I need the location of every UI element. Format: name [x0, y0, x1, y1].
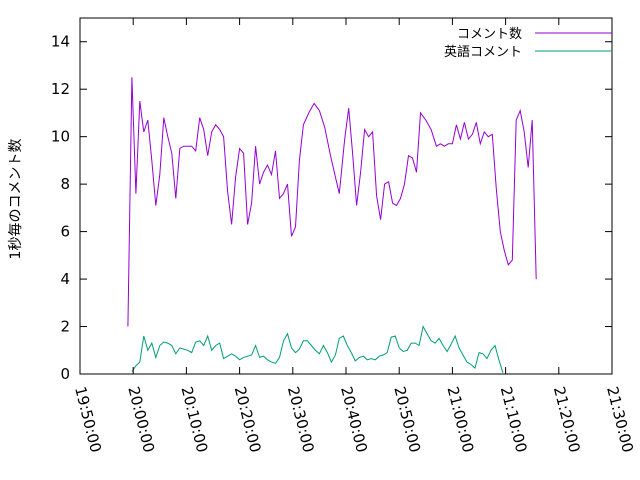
plot-frame — [79, 17, 613, 375]
x-tick-label: 20:30:00 — [284, 385, 318, 455]
y-tick-label: 10 — [51, 128, 70, 146]
x-tick-label: 21:00:00 — [444, 385, 478, 455]
series-line-2 — [131, 325, 504, 373]
y-tick-label: 2 — [60, 318, 70, 336]
series-line-1 — [127, 77, 537, 327]
x-tick-label: 21:30:00 — [603, 385, 637, 455]
legend-label-1: コメント数 — [457, 27, 522, 42]
x-tick-label: 21:10:00 — [497, 385, 531, 455]
x-tick-label: 21:20:00 — [550, 385, 584, 455]
y-tick-label: 12 — [51, 80, 70, 98]
legend-label-2: 英語コメント — [444, 44, 522, 60]
x-tick-label: 20:40:00 — [337, 385, 371, 455]
y-axis-label: 1秒毎のコメント数 — [8, 139, 24, 260]
y-tick-label: 6 — [60, 223, 70, 241]
x-tick-label: 20:20:00 — [231, 385, 265, 455]
y-tick-label: 8 — [60, 175, 70, 193]
y-tick-label: 4 — [60, 270, 70, 288]
x-tick-label: 19:50:00 — [71, 385, 105, 455]
x-tick-label: 20:00:00 — [124, 385, 158, 455]
y-tick-label: 14 — [51, 33, 70, 51]
x-tick-label: 20:50:00 — [390, 385, 424, 455]
y-tick-label: 0 — [60, 365, 70, 383]
x-tick-label: 20:10:00 — [178, 385, 212, 455]
